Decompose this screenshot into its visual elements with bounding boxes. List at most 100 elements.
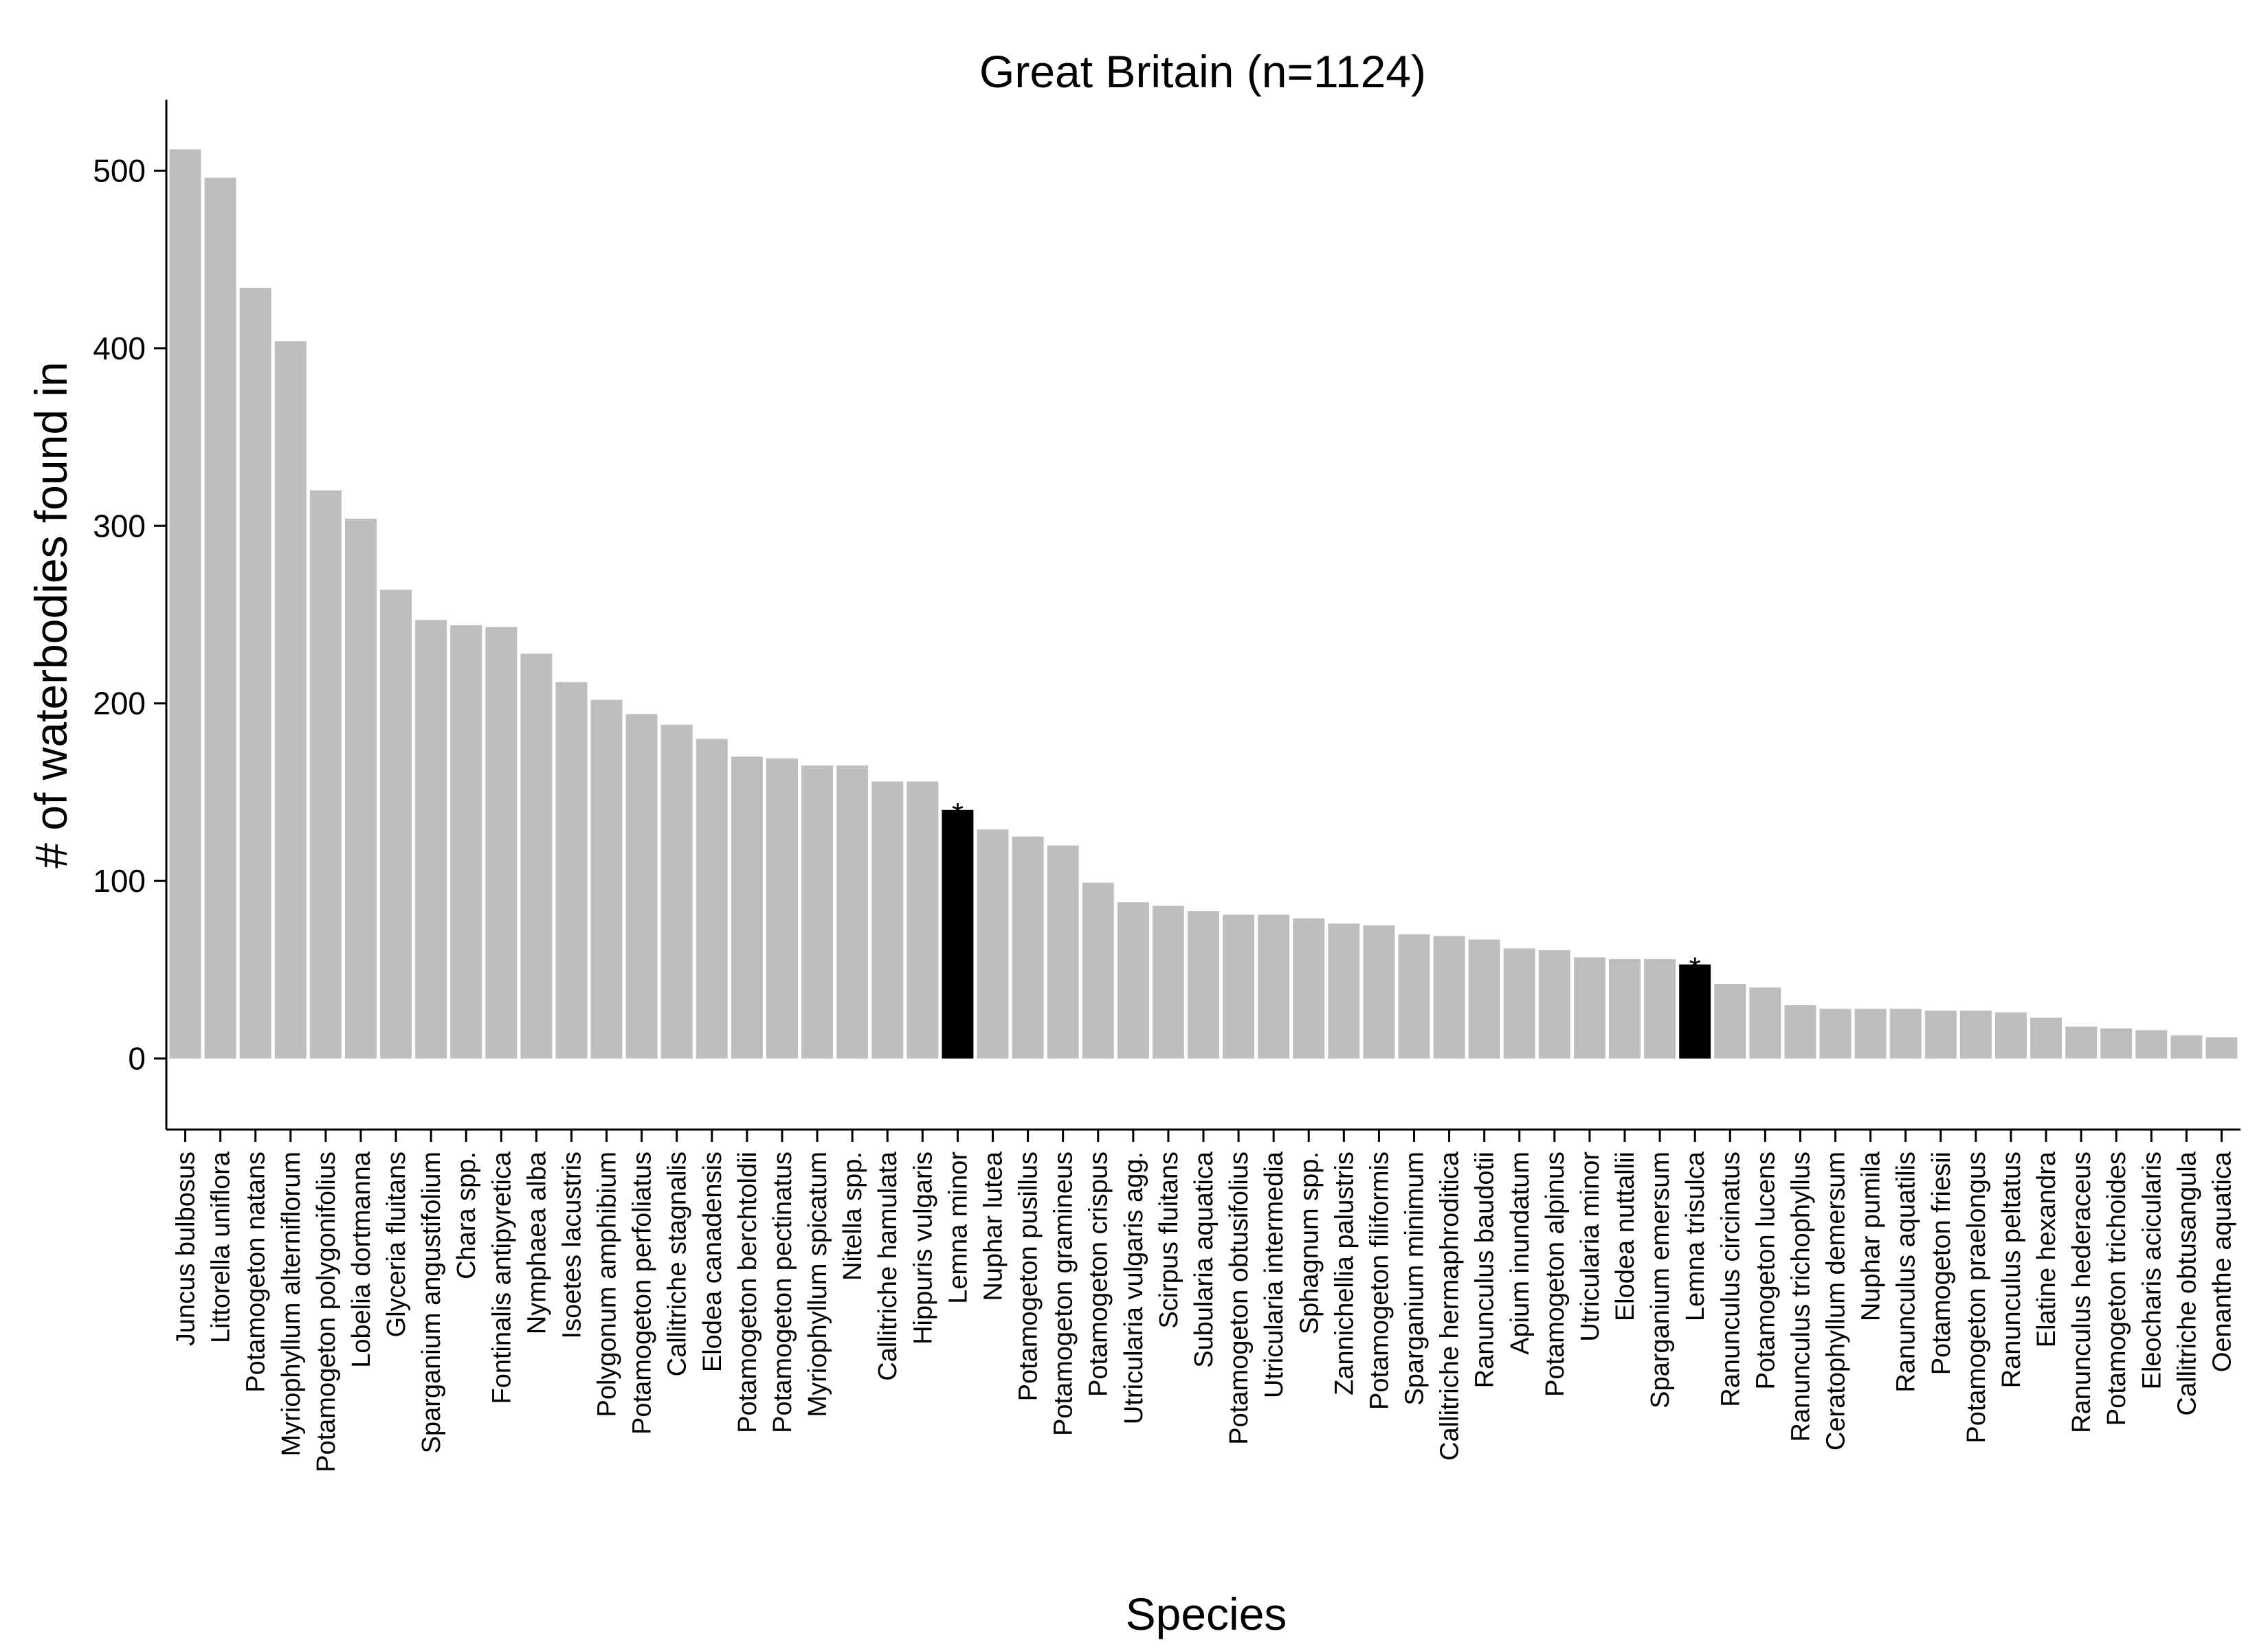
- bar: [1854, 1009, 1887, 1059]
- x-tick-label: Potamogeton pusillus: [1014, 1152, 1043, 1401]
- x-tick-label: Nitella spp.: [838, 1152, 867, 1281]
- x-tick-label: Glyceria fluitans: [382, 1152, 411, 1337]
- bar: [1188, 911, 1219, 1059]
- bar: [1363, 925, 1395, 1059]
- x-tick-label: Myriophyllum spicatum: [803, 1152, 832, 1417]
- bar: [1924, 1010, 1957, 1059]
- bar: [590, 699, 623, 1059]
- bar: [1117, 902, 1149, 1059]
- bar: [309, 490, 342, 1059]
- bar: [2065, 1027, 2098, 1059]
- bar: [1784, 1005, 1816, 1059]
- bar: [274, 341, 307, 1059]
- x-tick-label: Lemna minor: [944, 1152, 972, 1304]
- bar: [344, 518, 377, 1059]
- bar: [660, 724, 693, 1059]
- x-tick-label: Scirpus fluitans: [1155, 1152, 1183, 1329]
- x-tick-label: Potamogeton friesii: [1927, 1152, 1956, 1375]
- x-tick-label: Nuphar lutea: [979, 1151, 1008, 1301]
- x-tick-label: Potamogeton trichoides: [2102, 1152, 2131, 1426]
- x-tick-label: Ranunculus hederaceus: [2067, 1152, 2096, 1433]
- bar: [1819, 1009, 1852, 1059]
- bar: [977, 829, 1009, 1059]
- x-tick-label: Lobelia dortmanna: [347, 1151, 376, 1368]
- x-tick-label: Elodea nuttallii: [1611, 1152, 1640, 1321]
- bar: [1538, 950, 1570, 1059]
- bar: [2135, 1030, 2168, 1059]
- bar: [1293, 918, 1325, 1059]
- bar: [239, 287, 271, 1059]
- highlight-marker: *: [952, 797, 964, 831]
- y-tick-label: 400: [93, 330, 146, 366]
- x-tick-label: Utricularia intermedia: [1260, 1151, 1289, 1398]
- bar: [871, 781, 904, 1059]
- x-tick-label: Potamogeton polygonifolius: [312, 1152, 341, 1472]
- bar: [1223, 915, 1255, 1059]
- x-tick-label: Potamogeton pectinatus: [768, 1152, 797, 1433]
- x-tick-label: Oenanthe aquatica: [2208, 1151, 2236, 1372]
- bar: [1152, 906, 1184, 1059]
- x-axis-title: Species: [1126, 1589, 1287, 1639]
- x-tick-label: Hippuris vulgaris: [909, 1152, 937, 1345]
- x-tick-label: Juncus bulbosus: [172, 1152, 201, 1346]
- x-tick-label: Zannichellia palustris: [1330, 1152, 1359, 1395]
- y-tick-label: 300: [93, 508, 146, 543]
- chart-title: Great Britain (n=1124): [979, 46, 1426, 97]
- x-tick-label: Lemna trisulca: [1681, 1151, 1710, 1321]
- bar: [1468, 939, 1500, 1059]
- bar: [1398, 934, 1430, 1059]
- bar: [731, 756, 763, 1059]
- x-tick-label: Potamogeton filiformis: [1365, 1152, 1394, 1410]
- x-tick-label: Fontinalis antipyretica: [487, 1151, 516, 1404]
- x-axis-ticks: Juncus bulbosus Littorella uniflora Potamo…: [172, 1130, 2236, 1472]
- x-tick-label: Callitriche hamulata: [874, 1151, 902, 1381]
- bar: [625, 714, 658, 1059]
- x-tick-label: Callitriche stagnalis: [663, 1152, 692, 1376]
- bar: [1503, 948, 1535, 1059]
- bar: [942, 809, 974, 1059]
- x-tick-label: Sparganium minimum: [1401, 1152, 1430, 1406]
- bars-group: [169, 149, 2238, 1059]
- x-tick-label: Eleocharis acicularis: [2137, 1152, 2166, 1389]
- y-axis-title: # of waterbodies found in: [25, 361, 76, 868]
- bar: [555, 682, 588, 1059]
- bar: [907, 781, 939, 1059]
- bar: [1994, 1012, 2027, 1059]
- x-tick-label: Ranunculus trichophyllus: [1786, 1152, 1815, 1442]
- x-tick-label: Isoetes lacustris: [557, 1152, 586, 1338]
- bar: [696, 739, 728, 1059]
- x-tick-label: Sparganium angustifolium: [417, 1152, 446, 1453]
- x-tick-label: Potamogeton berchtoldii: [733, 1152, 762, 1433]
- bar: [1258, 915, 1290, 1059]
- x-tick-label: Sphagnum spp.: [1295, 1152, 1324, 1334]
- x-tick-label: Myriophyllum alterniflorum: [277, 1152, 306, 1456]
- bar: [1433, 936, 1465, 1059]
- bar: [1328, 923, 1360, 1059]
- x-tick-label: Potamogeton natans: [242, 1152, 271, 1393]
- y-tick-label: 0: [128, 1041, 146, 1077]
- bar: [1012, 836, 1044, 1059]
- bar: [169, 149, 201, 1059]
- bar: [1714, 984, 1746, 1059]
- x-tick-label: Callitriche hermaphroditica: [1436, 1151, 1465, 1461]
- bar: [520, 653, 553, 1059]
- x-tick-label: Utricularia minor: [1576, 1152, 1605, 1342]
- x-tick-label: Potamogeton perfoliatus: [628, 1152, 657, 1435]
- highlight-marker: *: [1689, 952, 1701, 985]
- bar: [1644, 958, 1676, 1059]
- x-tick-label: Polygonum amphibium: [593, 1152, 622, 1417]
- x-tick-label: Nymphaea alba: [522, 1151, 551, 1334]
- x-tick-label: Potamogeton alpinus: [1541, 1152, 1570, 1397]
- bar: [2100, 1028, 2133, 1059]
- x-tick-label: Potamogeton obtusifolius: [1225, 1152, 1254, 1445]
- y-tick-label: 200: [93, 686, 146, 721]
- x-tick-label: Elodea canadensis: [698, 1152, 727, 1372]
- x-tick-label: Nuphar pumila: [1857, 1151, 1886, 1321]
- x-tick-label: Chara spp.: [452, 1152, 481, 1279]
- bar: [1889, 1009, 1922, 1059]
- bar: [1047, 845, 1079, 1059]
- y-axis-ticks: 0 100 200 300 400 500: [93, 153, 166, 1077]
- highlight-markers: **: [952, 797, 1701, 985]
- bar: [204, 177, 236, 1059]
